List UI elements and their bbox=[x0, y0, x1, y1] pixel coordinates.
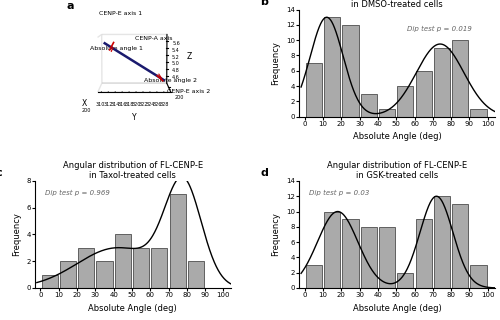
Text: c: c bbox=[0, 168, 2, 178]
X-axis label: Absolute Angle (deg): Absolute Angle (deg) bbox=[353, 132, 442, 141]
Bar bbox=[324, 17, 340, 117]
Bar bbox=[452, 40, 468, 117]
Bar bbox=[452, 204, 468, 288]
Bar bbox=[416, 71, 432, 117]
Bar bbox=[342, 25, 358, 117]
Text: Absolute angle 1: Absolute angle 1 bbox=[90, 46, 143, 51]
Bar bbox=[115, 235, 131, 288]
Text: X: X bbox=[82, 99, 86, 108]
Bar bbox=[170, 194, 186, 288]
Text: b: b bbox=[260, 0, 268, 7]
X-axis label: Absolute Angle (deg): Absolute Angle (deg) bbox=[353, 304, 442, 313]
Title: Angular distribution of FL-CENP-E
in DMSO-treated cells: Angular distribution of FL-CENP-E in DMS… bbox=[327, 0, 467, 9]
Bar bbox=[360, 94, 377, 117]
Text: CENP-A axis: CENP-A axis bbox=[135, 36, 172, 41]
X-axis label: Absolute Angle (deg): Absolute Angle (deg) bbox=[88, 304, 177, 313]
Bar bbox=[416, 219, 432, 288]
Bar bbox=[470, 265, 486, 288]
Bar bbox=[133, 248, 149, 288]
Bar bbox=[342, 219, 358, 288]
Y-axis label: Frequency: Frequency bbox=[12, 212, 21, 256]
Bar bbox=[360, 227, 377, 288]
Bar bbox=[78, 248, 94, 288]
Text: CENP-E axis 2: CENP-E axis 2 bbox=[167, 89, 210, 94]
Title: Angular distribution of FL-CENP-E
in Taxol-treated cells: Angular distribution of FL-CENP-E in Tax… bbox=[63, 161, 203, 180]
Text: Dip test p = 0.03: Dip test p = 0.03 bbox=[309, 189, 370, 196]
Bar bbox=[434, 48, 450, 117]
Bar bbox=[306, 63, 322, 117]
Y-axis label: Frequency: Frequency bbox=[272, 41, 280, 85]
Text: CENP-E axis 1: CENP-E axis 1 bbox=[98, 11, 142, 16]
Bar bbox=[60, 261, 76, 288]
Bar bbox=[324, 212, 340, 288]
Text: 200: 200 bbox=[82, 108, 91, 113]
Y-axis label: Frequency: Frequency bbox=[272, 212, 280, 256]
Bar bbox=[152, 248, 168, 288]
Bar bbox=[470, 109, 486, 117]
Title: Angular distribution of FL-CENP-E
in GSK-treated cells: Angular distribution of FL-CENP-E in GSK… bbox=[327, 161, 467, 180]
Bar bbox=[379, 109, 395, 117]
Text: Absolute angle 2: Absolute angle 2 bbox=[144, 78, 197, 84]
X-axis label: Y: Y bbox=[132, 113, 136, 122]
Text: Dip test p = 0.019: Dip test p = 0.019 bbox=[407, 26, 472, 32]
Text: Dip test p = 0.969: Dip test p = 0.969 bbox=[45, 189, 110, 196]
Bar bbox=[188, 261, 204, 288]
Bar bbox=[42, 275, 58, 288]
Bar bbox=[398, 86, 413, 117]
Bar bbox=[379, 227, 395, 288]
Text: a: a bbox=[66, 1, 74, 11]
Text: d: d bbox=[260, 168, 268, 178]
Bar bbox=[306, 265, 322, 288]
Bar bbox=[96, 261, 112, 288]
Bar bbox=[398, 273, 413, 288]
Bar bbox=[434, 196, 450, 288]
